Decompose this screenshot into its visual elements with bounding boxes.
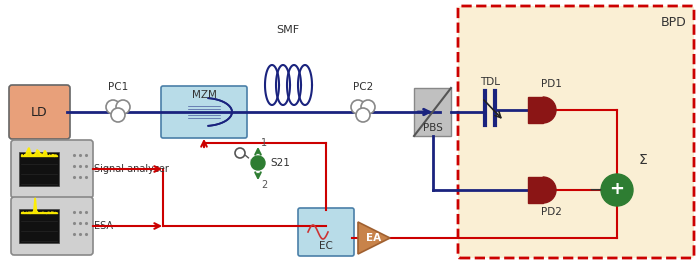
Text: S21: S21: [270, 158, 290, 168]
FancyBboxPatch shape: [11, 140, 93, 198]
Text: LD: LD: [32, 106, 48, 119]
Text: SMF: SMF: [276, 25, 300, 35]
FancyBboxPatch shape: [9, 85, 70, 139]
Circle shape: [361, 100, 375, 114]
Text: PBS: PBS: [423, 123, 442, 133]
Circle shape: [116, 100, 130, 114]
FancyBboxPatch shape: [528, 177, 543, 203]
FancyBboxPatch shape: [19, 209, 59, 243]
Text: BPD: BPD: [661, 16, 687, 29]
Text: +: +: [610, 180, 624, 198]
FancyBboxPatch shape: [458, 6, 694, 258]
Circle shape: [351, 100, 365, 114]
Text: 2: 2: [261, 180, 267, 190]
FancyBboxPatch shape: [161, 86, 247, 138]
Circle shape: [111, 108, 125, 122]
FancyBboxPatch shape: [414, 88, 451, 136]
Circle shape: [106, 100, 120, 114]
Text: TDL: TDL: [480, 77, 500, 87]
Text: 1: 1: [261, 138, 267, 148]
Wedge shape: [543, 97, 556, 123]
Circle shape: [356, 108, 370, 122]
FancyBboxPatch shape: [298, 208, 354, 256]
Text: EC: EC: [319, 241, 333, 251]
Text: ESA: ESA: [94, 221, 113, 231]
Circle shape: [235, 148, 245, 158]
Circle shape: [601, 174, 633, 206]
Text: PD2: PD2: [540, 207, 561, 217]
Text: PC2: PC2: [353, 82, 373, 92]
Text: PC1: PC1: [108, 82, 128, 92]
Text: Signal analyzer: Signal analyzer: [94, 164, 169, 174]
FancyBboxPatch shape: [528, 97, 543, 123]
FancyBboxPatch shape: [11, 197, 93, 255]
Text: PD1: PD1: [540, 79, 561, 89]
Text: MZM: MZM: [192, 90, 216, 100]
Text: EA: EA: [366, 233, 382, 243]
Text: −: −: [588, 181, 602, 199]
Circle shape: [251, 156, 265, 170]
Wedge shape: [543, 177, 556, 203]
FancyBboxPatch shape: [19, 152, 59, 186]
Text: Σ: Σ: [638, 153, 648, 167]
Polygon shape: [358, 222, 390, 254]
